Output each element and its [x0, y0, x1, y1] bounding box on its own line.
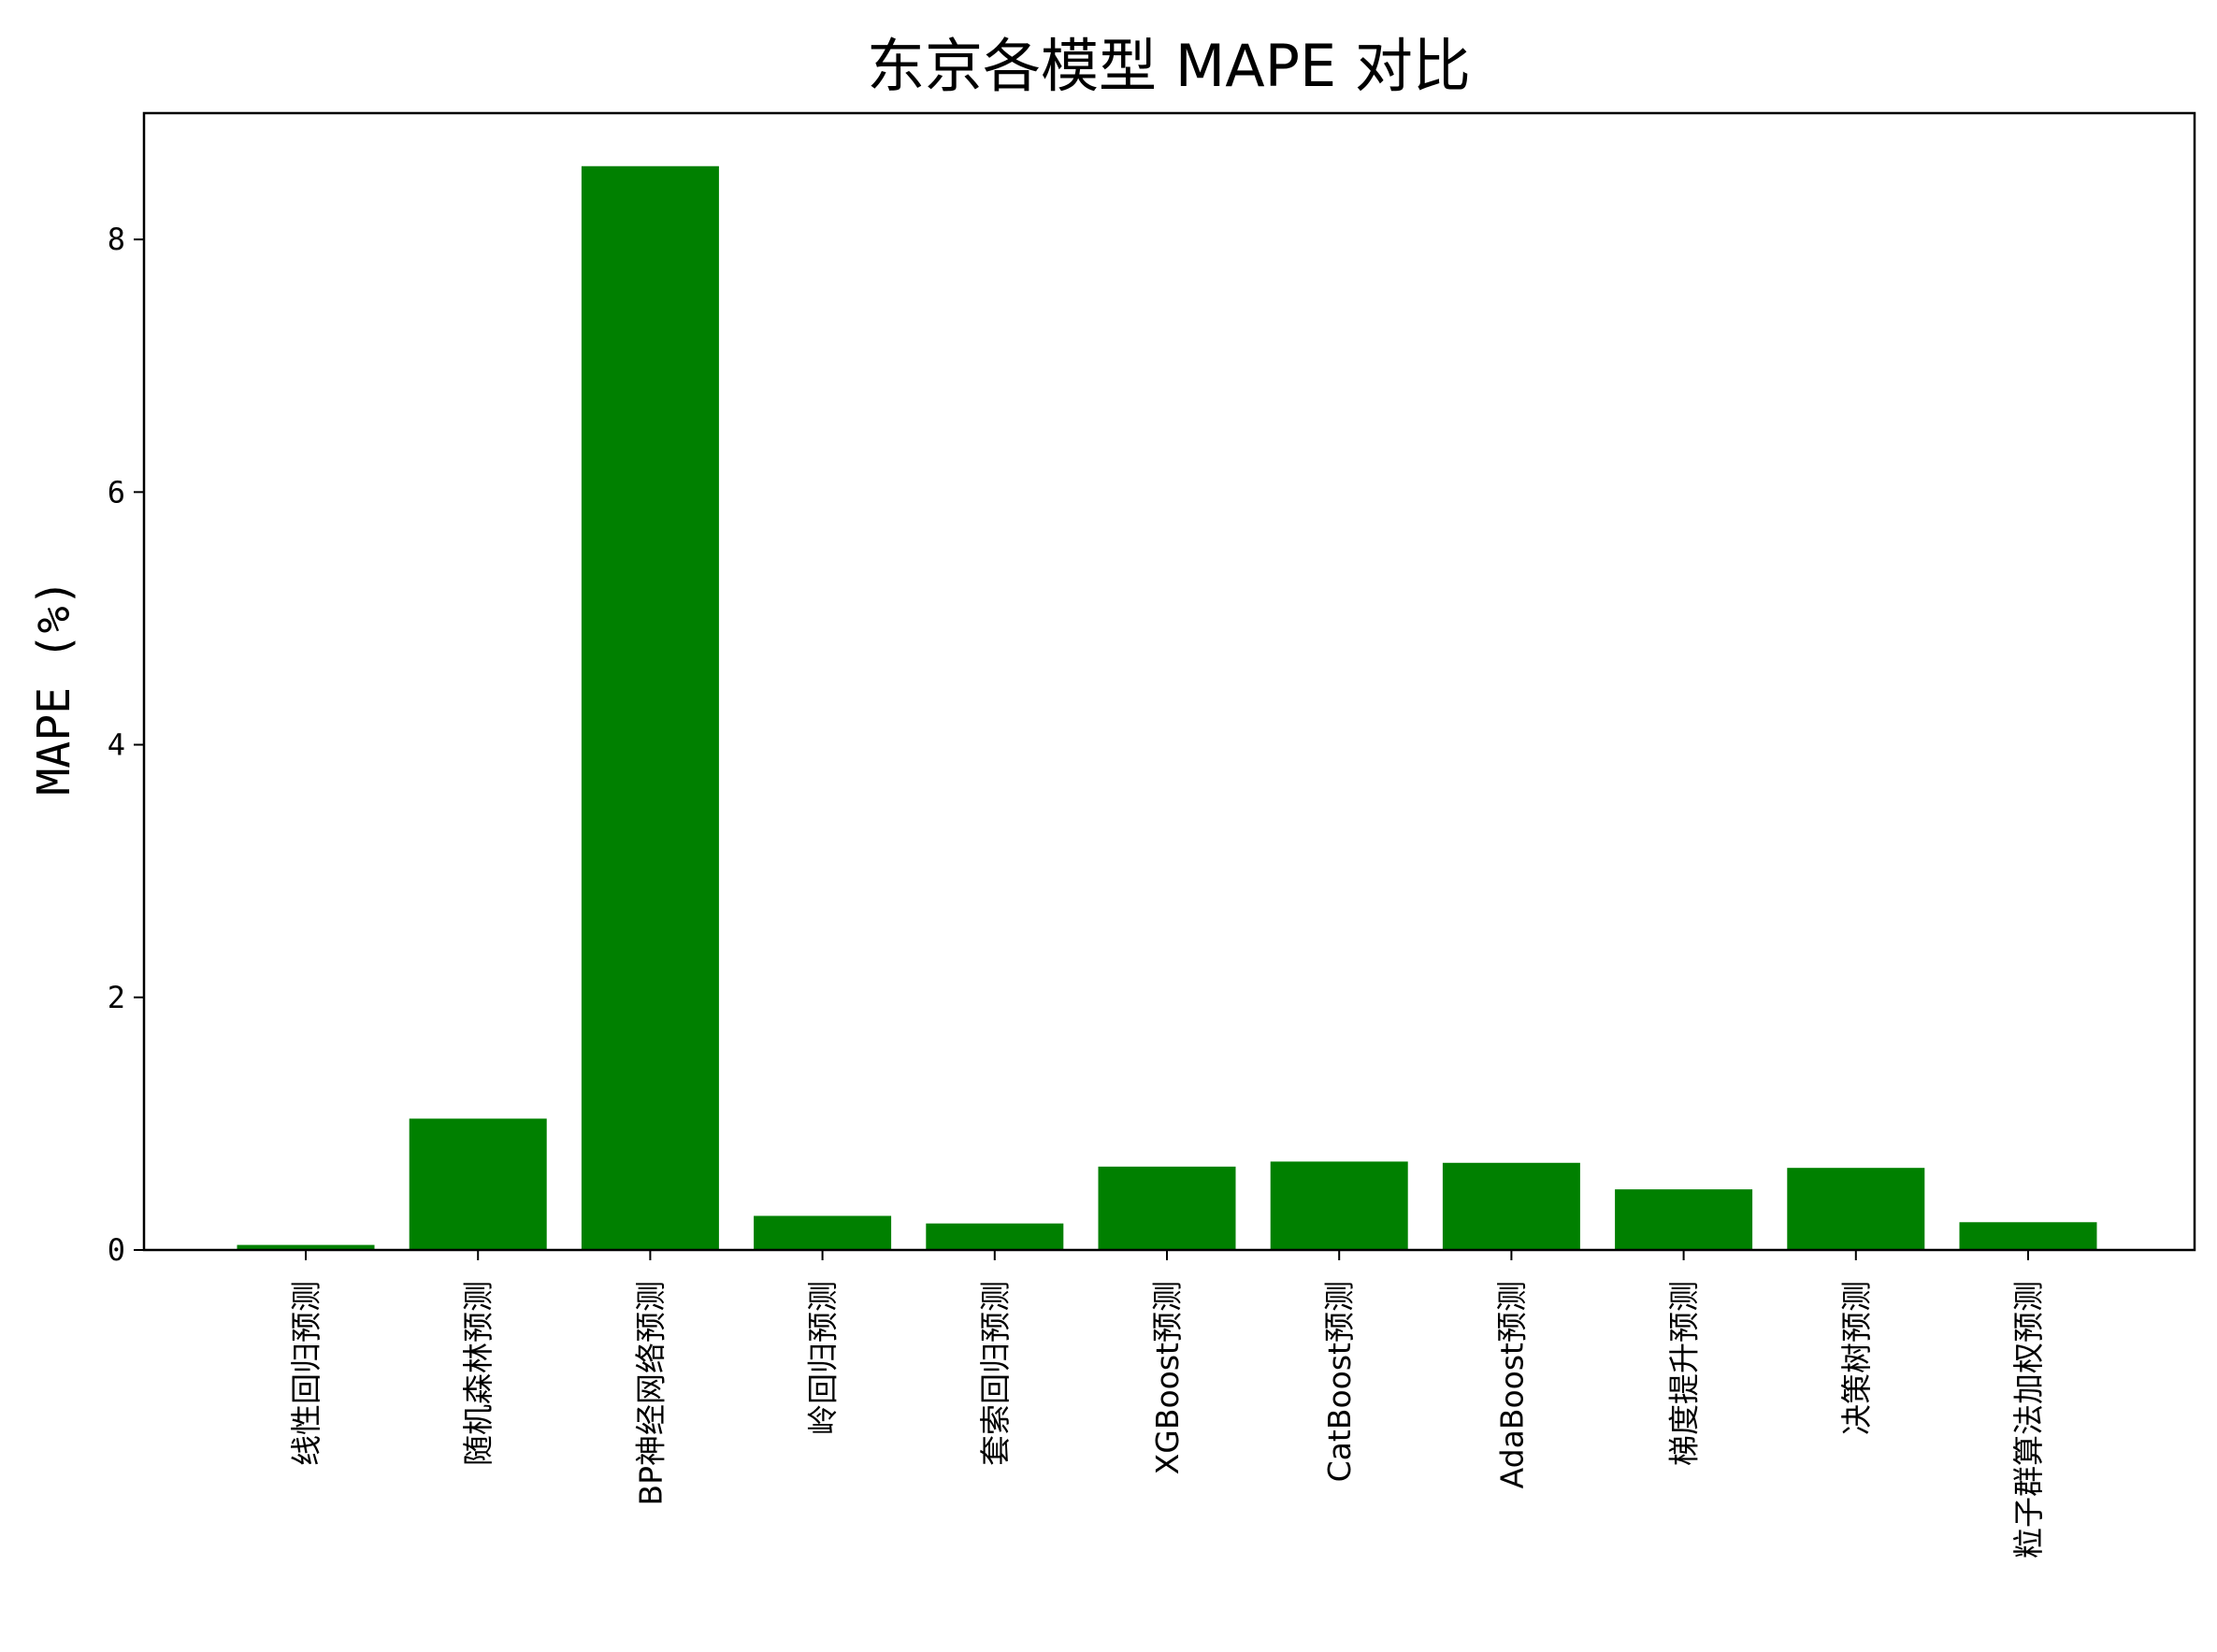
x-tick-label: 梯度提升预测 [1666, 1281, 1703, 1466]
y-axis-label: MAPE (%) [28, 579, 80, 795]
bar [754, 1215, 892, 1250]
chart-title: 东京各模型 MAPE 对比 [867, 32, 1471, 100]
x-tick-label: AdaBoost预测 [1493, 1281, 1530, 1488]
bar [237, 1244, 375, 1250]
x-tick-label: 岭回归预测 [805, 1281, 842, 1435]
bar [926, 1223, 1064, 1250]
x-tick-label: 套索回归预测 [977, 1281, 1014, 1466]
bar [1442, 1162, 1580, 1250]
x-tick-label: 粒子群算法加权预测 [2010, 1281, 2047, 1559]
bar [1959, 1222, 2097, 1250]
y-tick-label: 2 [108, 980, 125, 1015]
x-tick-label: 决策树预测 [1838, 1281, 1875, 1435]
y-axis-ticks: 0 2 4 6 8 [108, 222, 144, 1268]
plot-frame [142, 111, 2196, 1252]
y-tick-label: 4 [108, 727, 125, 763]
bar [1787, 1168, 1925, 1250]
bar [1270, 1161, 1408, 1250]
bar [1098, 1166, 1236, 1250]
x-tick-label: 线性回归预测 [288, 1281, 324, 1466]
x-tick-label: CatBoost预测 [1321, 1281, 1358, 1482]
y-tick-label: 8 [108, 222, 125, 257]
x-tick-label: 随机森林预测 [460, 1281, 497, 1466]
bar [581, 165, 719, 1250]
x-axis-ticks: 线性回归预测 随机森林预测 BP神经网络预测 岭回归预测 套索回归预测 XGBoost预测… [288, 1250, 2047, 1559]
x-tick-label: XGBoost预测 [1149, 1281, 1186, 1474]
bar [1615, 1189, 1753, 1250]
bars [237, 165, 2097, 1250]
y-tick-label: 6 [108, 474, 125, 510]
bar [409, 1118, 547, 1250]
y-tick-label: 0 [108, 1232, 125, 1268]
x-tick-label: BP神经网络预测 [632, 1281, 669, 1506]
